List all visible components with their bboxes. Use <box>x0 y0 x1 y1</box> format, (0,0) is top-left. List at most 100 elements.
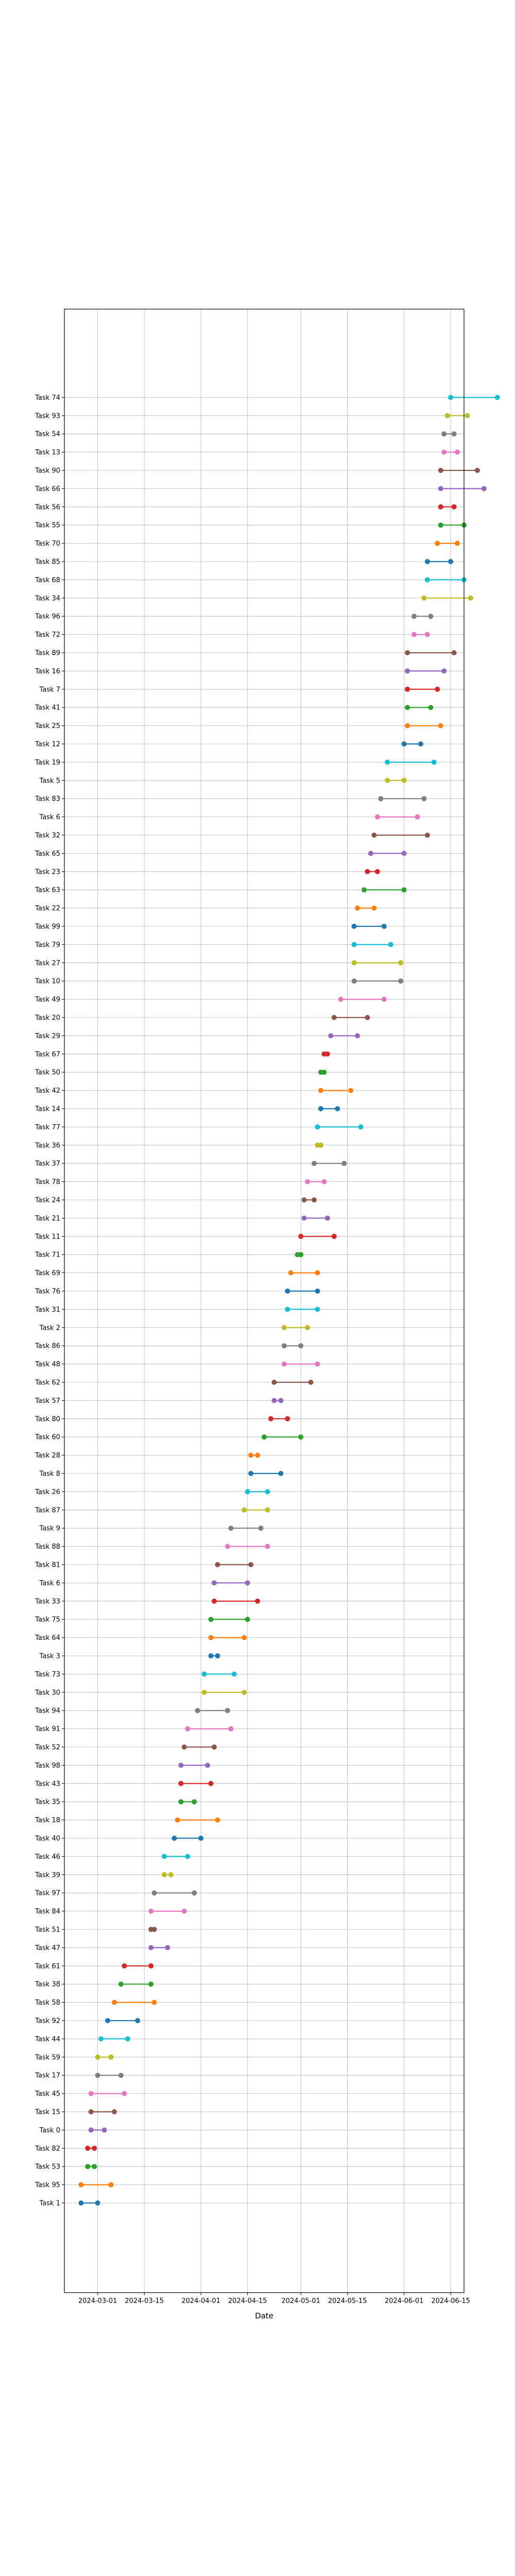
task-label: Task 3 <box>39 1653 60 1660</box>
task-label: Task 0 <box>39 2127 60 2134</box>
task-start-point <box>98 2036 104 2042</box>
task-label: Task 39 <box>35 1871 60 1879</box>
task-dumbbell <box>178 1762 211 1768</box>
task-end-point <box>388 942 393 947</box>
task-end-point <box>215 1653 220 1658</box>
task-end-point <box>208 1781 214 1786</box>
task-dumbbell <box>195 1708 230 1714</box>
x-axis-title: Date <box>255 2311 273 2320</box>
task-end-point <box>198 1836 204 1841</box>
task-end-point <box>212 1744 217 1750</box>
task-dumbbell <box>208 1653 220 1658</box>
task-label: Task 40 <box>35 1835 60 1843</box>
task-label: Task 56 <box>35 503 60 511</box>
task-dumbbell <box>95 2073 124 2078</box>
task-dumbbell <box>374 814 420 820</box>
task-end-point <box>428 614 434 619</box>
task-dumbbell <box>328 1033 360 1039</box>
task-end-point <box>451 504 457 510</box>
task-dumbbell <box>85 2145 97 2151</box>
task-label: Task 86 <box>35 1343 60 1350</box>
task-end-point <box>151 1999 157 2005</box>
task-dumbbell <box>424 559 454 564</box>
task-label: Task 61 <box>35 1962 60 1970</box>
task-end-point <box>318 1142 323 1148</box>
task-start-point <box>112 1999 117 2005</box>
task-label: Task 70 <box>35 540 60 548</box>
task-end-point <box>424 632 430 637</box>
task-start-point <box>301 1197 307 1202</box>
task-dumbbell <box>78 2182 114 2188</box>
task-end-point <box>451 431 457 437</box>
task-label: Task 51 <box>35 1926 60 1934</box>
task-dumbbell <box>435 540 460 546</box>
task-label: Task 93 <box>35 412 60 420</box>
task-label: Task 68 <box>35 577 60 584</box>
task-start-point <box>175 1817 180 1823</box>
task-label: Task 90 <box>35 467 60 475</box>
task-label: Task 5 <box>39 777 60 785</box>
task-label: Task 29 <box>35 1032 60 1040</box>
task-dumbbell <box>351 978 404 984</box>
task-label: Task 46 <box>35 1853 60 1861</box>
task-label: Task 66 <box>35 485 60 493</box>
task-dumbbell <box>281 1343 304 1349</box>
task-end-point <box>255 1452 261 1458</box>
task-dumbbell <box>105 2018 141 2023</box>
task-end-point <box>215 1817 220 1823</box>
task-label: Task 37 <box>35 1160 60 1168</box>
task-end-point <box>135 2018 141 2023</box>
task-start-point <box>312 1161 317 1166</box>
task-end-point <box>298 1343 304 1349</box>
task-start-point <box>435 540 440 546</box>
task-end-point <box>265 1544 270 1549</box>
task-end-point <box>341 1161 347 1166</box>
task-dumbbell <box>148 1927 157 1932</box>
task-end-point <box>242 1689 247 1695</box>
task-end-point <box>481 486 487 492</box>
task-start-point <box>281 1343 287 1349</box>
task-start-point <box>371 833 377 838</box>
task-label: Task 85 <box>35 558 60 566</box>
task-label: Task 21 <box>35 1215 60 1223</box>
task-label: Task 25 <box>35 722 60 730</box>
task-dumbbell <box>421 595 473 601</box>
task-start-point <box>95 2054 100 2060</box>
task-dumbbell <box>215 1562 254 1567</box>
task-end-point <box>168 1872 174 1877</box>
task-start-point <box>351 924 357 929</box>
task-start-point <box>328 1033 334 1039</box>
task-dumbbell <box>365 869 380 874</box>
task-label: Task 75 <box>35 1616 60 1624</box>
task-start-point <box>411 614 417 619</box>
task-label: Task 1 <box>39 2200 60 2208</box>
task-start-point <box>148 1908 154 1914</box>
x-tick-label: 2024-06-15 <box>431 2297 470 2305</box>
task-label: Task 57 <box>35 1397 60 1405</box>
task-label: Task 42 <box>35 1087 60 1095</box>
task-label: Task 20 <box>35 1014 60 1022</box>
task-label: Task 83 <box>35 795 60 803</box>
task-dumbbell <box>362 887 407 893</box>
task-dumbbell <box>301 1197 317 1202</box>
task-dumbbell <box>405 668 447 674</box>
task-end-point <box>398 978 404 984</box>
task-end-point <box>165 1945 170 1951</box>
task-start-point <box>351 960 357 965</box>
task-end-point <box>421 796 427 802</box>
task-end-point <box>192 1799 197 1805</box>
task-dumbbell <box>331 1015 370 1020</box>
task-label: Task 19 <box>35 759 60 767</box>
task-dumbbell <box>268 1416 290 1421</box>
task-label: Task 10 <box>35 978 60 986</box>
task-dumbbell <box>178 1781 214 1786</box>
task-end-point <box>455 449 460 455</box>
task-end-point <box>494 395 500 400</box>
task-dumbbell <box>321 1051 330 1057</box>
task-dumbbell <box>441 449 460 455</box>
task-end-point <box>451 650 457 655</box>
task-dumbbell <box>181 1744 217 1750</box>
task-label: Task 77 <box>35 1124 60 1131</box>
task-end-point <box>192 1890 197 1896</box>
task-end-point <box>348 1088 354 1093</box>
